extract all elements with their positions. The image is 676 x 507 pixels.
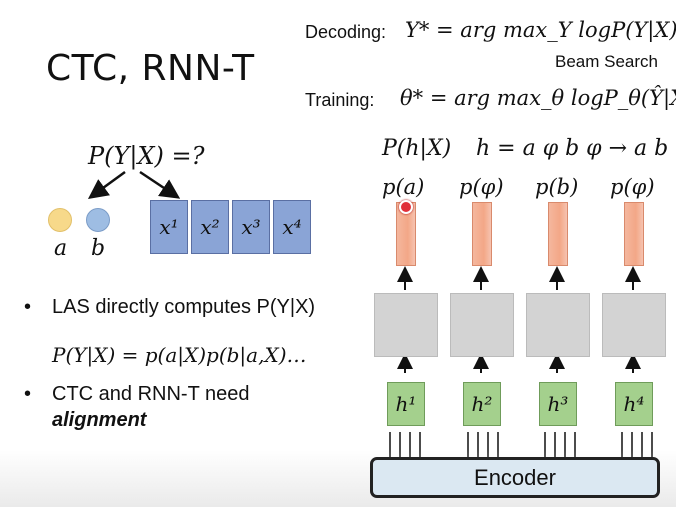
- input-x3: x³: [232, 200, 270, 254]
- encoder-box: Encoder: [370, 457, 660, 498]
- bullet-ctc: CTC and RNN-T need: [52, 383, 250, 405]
- training-formula: θ* = arg max_θ logP_θ(Ŷ|X): [400, 86, 676, 110]
- bullet-dot-2: •: [24, 383, 32, 405]
- decoding-formula: Y* = arg max_Y logP(Y|X): [405, 18, 676, 42]
- output-label-1: p(a): [382, 175, 425, 199]
- hidden-h2: h²: [463, 382, 501, 426]
- bullet-alignment: alignment: [52, 409, 147, 431]
- hidden-h3: h³: [539, 382, 577, 426]
- input-x4: x⁴: [273, 200, 311, 254]
- token-a-dot: [48, 208, 72, 232]
- alignment-rhs: h = a φ b φ → a b: [476, 136, 669, 161]
- hidden-h4: h⁴: [615, 382, 653, 426]
- input-x1: x¹: [150, 200, 188, 254]
- bullet-las: LAS directly computes P(Y|X): [52, 296, 316, 318]
- beam-search-label: Beam Search: [555, 52, 658, 71]
- decoder-box-2: [450, 293, 514, 357]
- cursor-dot: [399, 200, 413, 214]
- probability-question: P(Y|X) =?: [88, 142, 205, 170]
- las-formula: P(Y|X) = p(a|X)p(b|a,X)…: [52, 343, 307, 367]
- token-a-label: a: [54, 236, 68, 261]
- output-label-2: p(φ): [459, 175, 504, 199]
- bullet-dot-1: •: [24, 296, 32, 318]
- output-label-3: p(b): [535, 175, 579, 199]
- training-label: Training:: [305, 90, 375, 110]
- output-label-4: p(φ): [610, 175, 655, 199]
- decoder-box-3: [526, 293, 590, 357]
- decoding-label: Decoding:: [305, 22, 387, 42]
- alignment-lhs: P(h|X): [382, 136, 452, 161]
- output-bar-2: [472, 202, 492, 266]
- token-b-label: b: [91, 236, 106, 261]
- decoder-box-4: [602, 293, 666, 357]
- output-bar-3: [548, 202, 568, 266]
- hidden-h1: h¹: [387, 382, 425, 426]
- decoder-box-1: [374, 293, 438, 357]
- output-bar-4: [624, 202, 644, 266]
- slide-title: CTC, RNN-T: [46, 48, 255, 89]
- token-b-dot: [86, 208, 110, 232]
- input-x2: x²: [191, 200, 229, 254]
